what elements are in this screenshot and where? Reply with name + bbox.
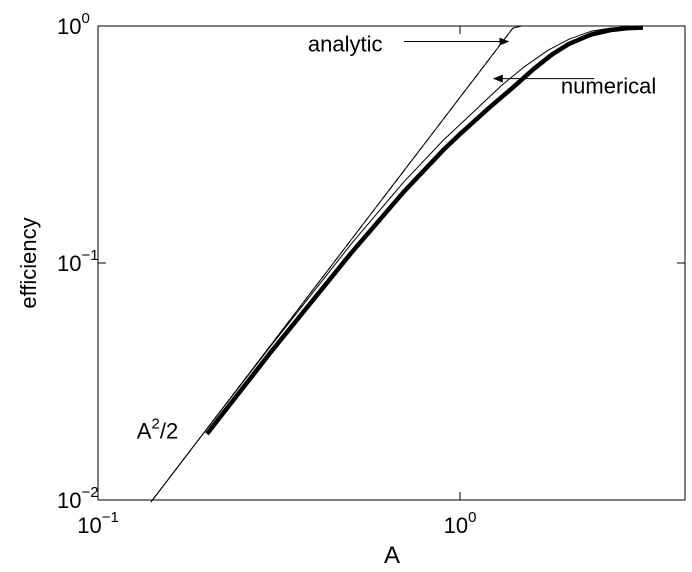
- series-line-analytic: [150, 26, 633, 503]
- series-line-numerical: [205, 25, 643, 436]
- series-line-asymptote: [150, 25, 522, 503]
- annotation-numerical: numerical: [561, 73, 656, 98]
- x-tick-label: 10−1: [77, 509, 119, 538]
- series-line-dashed: [206, 27, 514, 430]
- x-tick-label: 100: [444, 509, 477, 538]
- y-tick-label: 10−2: [57, 484, 99, 513]
- y-tick-label: 100: [57, 10, 90, 39]
- y-axis-label: efficiency: [16, 217, 41, 308]
- y-tick-label: 10−1: [57, 247, 99, 276]
- annotation-analytic: analytic: [308, 32, 383, 57]
- annotation-asymptote: A2/2: [137, 415, 178, 443]
- x-axis-label: A: [384, 542, 400, 567]
- annotations-layer: analytic numerical A2/2: [137, 32, 656, 444]
